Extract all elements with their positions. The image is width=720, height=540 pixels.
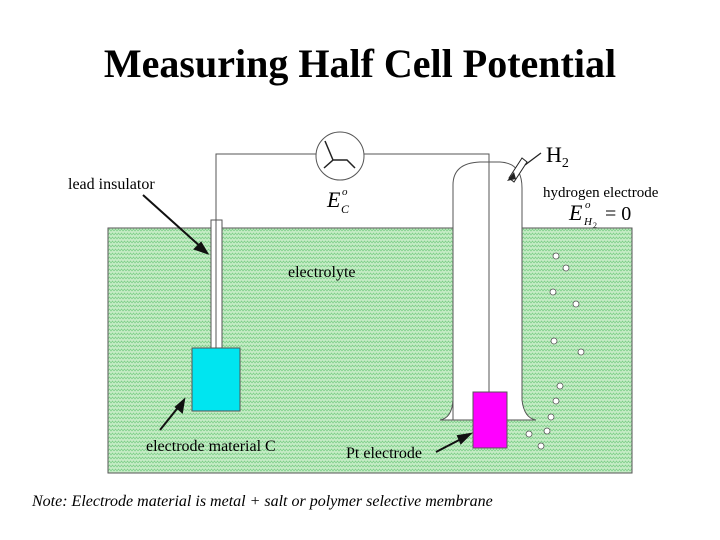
- pt-electrode: [472, 391, 508, 449]
- svg-text:H: H: [583, 216, 593, 228]
- lead-insulator-label: lead insulator: [68, 176, 155, 193]
- svg-text:o: o: [342, 186, 348, 198]
- svg-text:= 0: = 0: [605, 203, 631, 225]
- svg-text:2: 2: [593, 221, 597, 230]
- electrolyte-bath: [107, 227, 633, 474]
- svg-text:E: E: [568, 200, 583, 225]
- wire: [215, 153, 317, 220]
- electrode-material-c: [191, 347, 241, 412]
- svg-text:E: E: [326, 187, 341, 212]
- h2-inlet-icon: [507, 152, 542, 183]
- hydrogen-electrode-tube: [439, 161, 537, 421]
- ec-potential-label: E o C: [326, 186, 350, 216]
- svg-text:o: o: [585, 199, 591, 211]
- electrolyte-label: electrolyte: [288, 264, 356, 281]
- footnote: Note: Electrode material is metal + salt…: [32, 493, 493, 510]
- arrow-icon: [142, 194, 473, 453]
- electrode-material-label: electrode material C: [146, 438, 276, 455]
- hydrogen-bubbles: [525, 252, 585, 450]
- h2-label: H2: [546, 142, 569, 171]
- wire: [364, 153, 490, 392]
- voltmeter-icon: [315, 131, 365, 181]
- eh2-potential-label: E o H 2 = 0: [568, 199, 631, 230]
- page-title: Measuring Half Cell Potential: [103, 41, 617, 86]
- pt-electrode-label: Pt electrode: [346, 445, 422, 462]
- hydrogen-electrode-label: hydrogen electrode: [543, 185, 659, 201]
- svg-text:C: C: [341, 202, 350, 216]
